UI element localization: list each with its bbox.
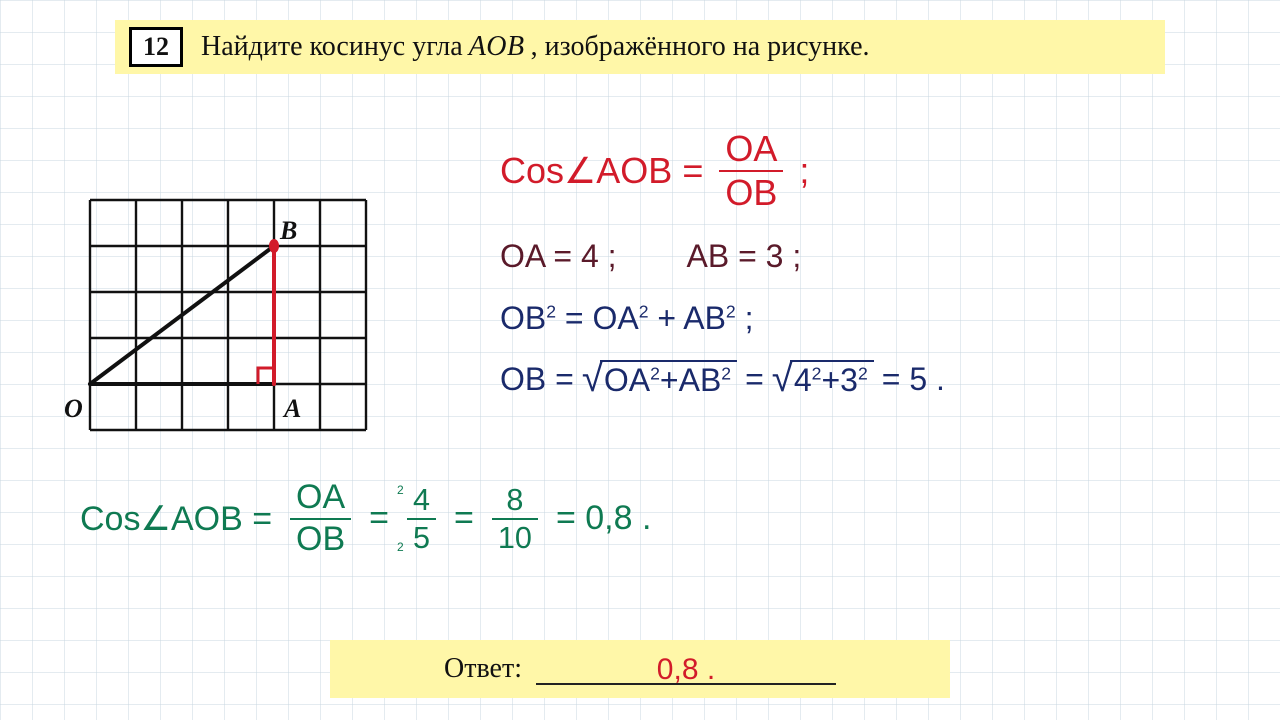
l5-f1n: OA — [290, 480, 351, 516]
answer-label: Ответ: — [444, 653, 522, 685]
l5-f3n: 8 — [500, 484, 529, 516]
l2-a: OA = 4 ; — [500, 238, 617, 275]
work-line-4: OB = √OA2+AB2 = √42+32 = 5 . — [500, 360, 945, 399]
work-line-1: Cos∠AOB = OA OB ; — [500, 130, 809, 212]
l1-frac-num: OA — [719, 130, 783, 168]
geometry-diagram: O A B — [60, 180, 390, 460]
problem-text-before: Найдите косинус угла — [201, 31, 463, 63]
answer-bar: Ответ: 0,8 . — [330, 640, 950, 698]
l4-lhs: OB = — [500, 361, 574, 398]
l2-b: AB = 3 ; — [687, 238, 802, 275]
problem-number-box: 12 — [129, 27, 183, 67]
problem-number: 12 — [143, 32, 169, 62]
problem-text-after: , изображённого на рисунке. — [531, 31, 870, 63]
l5-f2d: 5 — [407, 522, 436, 554]
page-content: 12 Найдите косинус угла AOB , изображённ… — [0, 0, 1280, 720]
l5-presup-top: 2 — [397, 484, 404, 497]
point-label-O: O — [64, 394, 83, 424]
l1-suffix: ; — [799, 150, 809, 192]
l1-frac-den: OB — [719, 174, 783, 212]
l5-f2n: 4 — [407, 484, 436, 516]
l5-presup-bot: 2 — [397, 541, 404, 554]
l5-eq2: = — [454, 499, 474, 538]
answer-blank: 0,8 . — [536, 649, 836, 689]
work-line-5: Cos∠AOB = OA OB = 2 4 5 2 = 8 10 = 0,8 . — [80, 480, 651, 557]
problem-text: Найдите косинус угла AOB , изображённого… — [201, 31, 870, 63]
l5-f3d: 10 — [492, 522, 538, 554]
problem-bar: 12 Найдите косинус угла AOB , изображённ… — [115, 20, 1165, 74]
l1-prefix: Cos∠AOB = — [500, 150, 703, 192]
answer-value: 0,8 . — [657, 653, 715, 687]
work-line-2: OA = 4 ; AB = 3 ; — [500, 238, 801, 275]
work-line-3: OB2 = OA2 + AB2 ; — [500, 300, 754, 337]
l5-prefix: Cos∠AOB = — [80, 499, 272, 539]
l5-eq1: = — [369, 499, 389, 538]
l5-f1d: OB — [290, 522, 351, 558]
l4-rhs: = 5 . — [882, 361, 945, 398]
l4-eq1: = — [745, 361, 764, 398]
point-label-A: A — [284, 394, 301, 424]
problem-angle-label: AOB — [469, 31, 525, 63]
point-label-B: B — [280, 216, 297, 246]
l5-eq3: = 0,8 . — [556, 499, 651, 538]
